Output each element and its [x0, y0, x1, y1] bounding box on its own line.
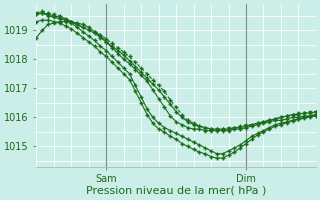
X-axis label: Pression niveau de la mer( hPa ): Pression niveau de la mer( hPa ) [86, 186, 266, 196]
